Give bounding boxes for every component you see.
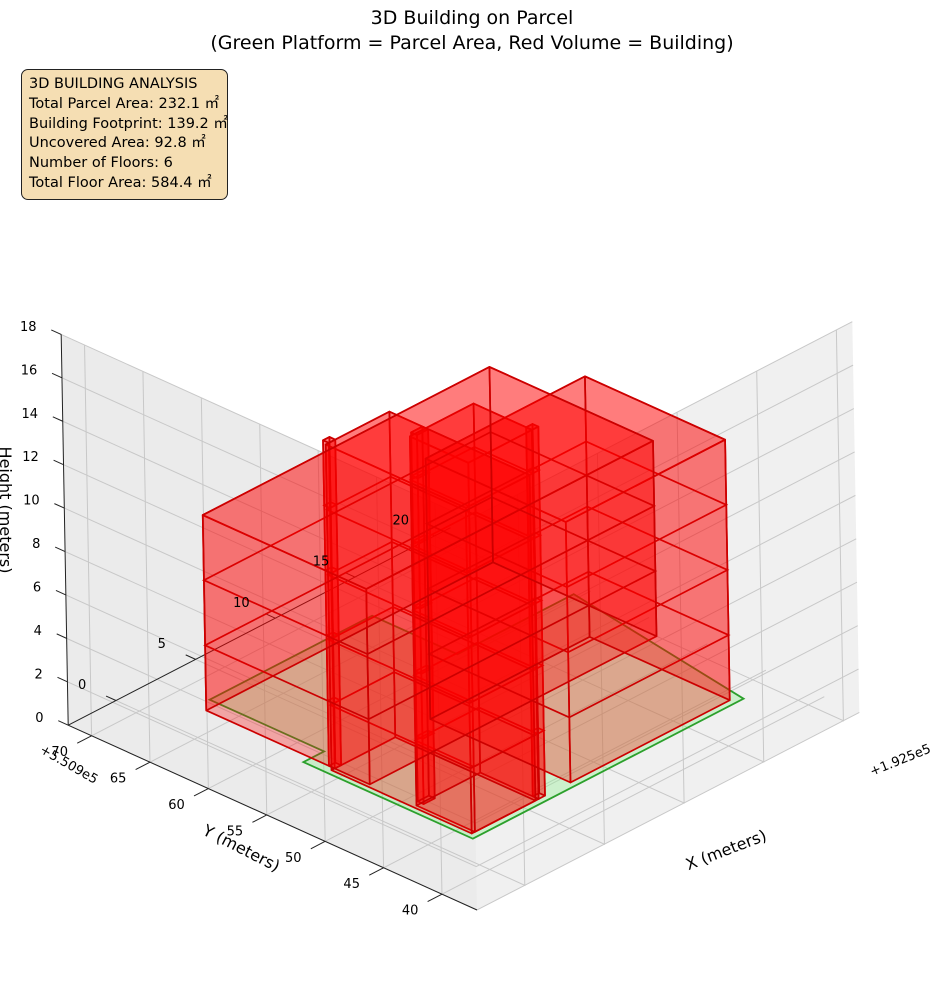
z-tick-label: 0 bbox=[35, 711, 43, 726]
y-tick-label: 55 bbox=[227, 824, 244, 839]
z-tick-label: 18 bbox=[20, 320, 37, 335]
z-axis-line bbox=[60, 334, 69, 726]
z-tick-label: 4 bbox=[34, 624, 42, 639]
y-tick-label: 40 bbox=[402, 904, 419, 919]
x-tick-label: 20 bbox=[392, 514, 409, 529]
back-pane-y bbox=[61, 334, 478, 910]
building-face-y-max bbox=[324, 410, 397, 772]
x-tick-label: 5 bbox=[158, 637, 166, 652]
building-face-y-max bbox=[409, 402, 482, 807]
info-total-floor-area: Total Floor Area: 584.4 ㎡ bbox=[29, 174, 212, 191]
z-tick-label: 12 bbox=[22, 450, 39, 465]
z-tick-mark bbox=[51, 372, 63, 379]
chart-marks bbox=[201, 366, 746, 840]
y-tick-mark bbox=[310, 840, 326, 850]
x-tick-label: 15 bbox=[313, 555, 330, 570]
y-offset-label: +5.509e5 bbox=[37, 742, 100, 787]
chart-subtitle: (Green Platform = Parcel Area, Red Volum… bbox=[210, 32, 734, 54]
z-tick-mark bbox=[53, 459, 64, 466]
info-heading: 3D BUILDING ANALYSIS bbox=[29, 76, 198, 92]
y-tick-mark bbox=[252, 814, 267, 823]
z-tick-mark bbox=[55, 589, 67, 596]
x-axis-line bbox=[67, 527, 451, 726]
chart-title: 3D Building on Parcel bbox=[370, 7, 574, 29]
z-axis-label: Height (meters) bbox=[0, 447, 15, 574]
z-tick-label: 6 bbox=[33, 580, 41, 595]
y-tick-mark bbox=[135, 761, 151, 771]
z-tick-mark bbox=[54, 546, 66, 552]
building-face-x-max bbox=[488, 366, 658, 638]
x-tick-mark bbox=[265, 613, 276, 619]
x-offset-label: +1.925e5 bbox=[868, 742, 933, 780]
z-tick-label: 14 bbox=[22, 407, 39, 422]
z-tick-mark bbox=[56, 633, 67, 639]
y-tick-label: 65 bbox=[110, 772, 127, 787]
info-uncovered-area: Uncovered Area: 92.8 ㎡ bbox=[29, 135, 206, 152]
z-tick-label: 2 bbox=[34, 667, 42, 682]
y-axis-line bbox=[67, 724, 478, 911]
z-tick-label: 8 bbox=[32, 537, 40, 552]
y-tick-mark bbox=[193, 788, 209, 797]
y-tick-label: 50 bbox=[285, 851, 302, 866]
x-tick-mark bbox=[185, 654, 196, 660]
back-pane-x bbox=[469, 321, 860, 910]
y-tick-label: 70 bbox=[51, 745, 68, 760]
y-tick-mark bbox=[427, 893, 443, 903]
x-tick-mark bbox=[344, 572, 356, 578]
x-tick-label: 0 bbox=[78, 678, 86, 693]
z-tick-mark bbox=[58, 720, 69, 726]
y-tick-label: 60 bbox=[168, 798, 185, 813]
info-number-of-floors: Number of Floors: 6 bbox=[29, 155, 173, 172]
grid-line-z bbox=[67, 668, 859, 868]
parcel-platform bbox=[207, 593, 746, 840]
z-tick-label: 16 bbox=[21, 363, 38, 378]
z-tick-mark bbox=[57, 676, 68, 683]
z-tick-mark bbox=[54, 503, 65, 509]
y-tick-mark bbox=[76, 735, 92, 744]
analysis-info-box: 3D BUILDING ANALYSIS Total Parcel Area: … bbox=[21, 69, 228, 200]
y-tick-label: 45 bbox=[343, 877, 360, 892]
building-face-y-max bbox=[424, 375, 591, 721]
x-tick-label: 10 bbox=[233, 596, 250, 611]
info-total-parcel-area: Total Parcel Area: 232.1 ㎡ bbox=[29, 95, 220, 112]
z-tick-mark bbox=[52, 416, 63, 422]
x-axis-label: X (meters) bbox=[683, 826, 769, 874]
z-tick-label: 10 bbox=[23, 494, 40, 509]
z-tick-mark bbox=[51, 329, 62, 335]
axis-lines bbox=[51, 329, 478, 911]
info-building-footprint: Building Footprint: 139.2 ㎡ bbox=[29, 115, 228, 132]
y-tick-mark bbox=[368, 867, 384, 876]
x-tick-mark bbox=[105, 695, 117, 701]
